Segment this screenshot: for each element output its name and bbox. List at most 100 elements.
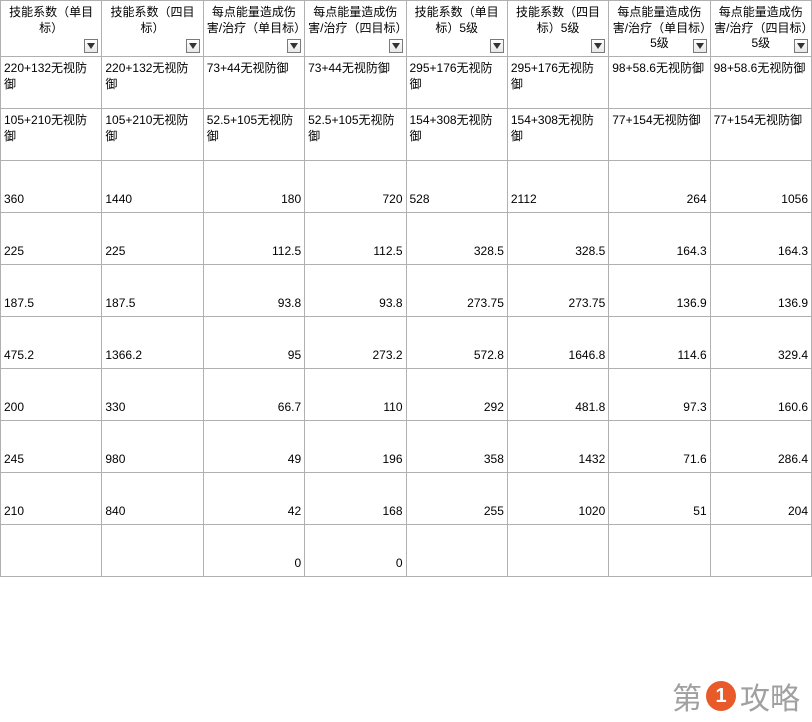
table-cell <box>102 525 203 577</box>
table-cell <box>710 525 811 577</box>
table-cell: 245 <box>1 421 102 473</box>
table-cell: 71.6 <box>609 421 710 473</box>
table-cell: 51 <box>609 473 710 525</box>
table-cell: 180 <box>203 161 304 213</box>
table-cell: 528 <box>406 161 507 213</box>
table-cell: 286.4 <box>710 421 811 473</box>
watermark-number-badge: 1 <box>706 681 736 711</box>
table-cell: 292 <box>406 369 507 421</box>
table-cell: 66.7 <box>203 369 304 421</box>
table-cell: 97.3 <box>609 369 710 421</box>
table-cell: 210 <box>1 473 102 525</box>
table-cell: 0 <box>203 525 304 577</box>
filter-dropdown-icon[interactable] <box>591 39 605 53</box>
table-cell: 52.5+105无视防御 <box>305 109 406 161</box>
table-cell <box>406 525 507 577</box>
table-cell: 160.6 <box>710 369 811 421</box>
table-cell: 0 <box>305 525 406 577</box>
table-cell: 273.75 <box>406 265 507 317</box>
table-row: 225225112.5112.5328.5328.5164.3164.3 <box>1 213 812 265</box>
table-cell: 154+308无视防御 <box>406 109 507 161</box>
table-cell: 93.8 <box>203 265 304 317</box>
filter-dropdown-icon[interactable] <box>490 39 504 53</box>
table-cell: 328.5 <box>507 213 608 265</box>
table-row: 475.21366.295273.2572.81646.8114.6329.4 <box>1 317 812 369</box>
filter-dropdown-icon[interactable] <box>794 39 808 53</box>
table-cell: 196 <box>305 421 406 473</box>
table-cell: 572.8 <box>406 317 507 369</box>
table-cell: 840 <box>102 473 203 525</box>
table-cell <box>609 525 710 577</box>
table-cell: 273.2 <box>305 317 406 369</box>
table-cell: 168 <box>305 473 406 525</box>
column-header: 每点能量造成伤害/治疗（单目标）5级 <box>609 1 710 57</box>
table-cell: 360 <box>1 161 102 213</box>
column-header: 技能系数（单目标） <box>1 1 102 57</box>
table-cell: 187.5 <box>1 265 102 317</box>
table-cell: 273.75 <box>507 265 608 317</box>
watermark-text-after: 攻略 <box>740 674 800 718</box>
column-header-label: 技能系数（单目标） <box>4 5 98 36</box>
table-cell: 105+210无视防御 <box>102 109 203 161</box>
table-cell: 1020 <box>507 473 608 525</box>
table-cell: 73+44无视防御 <box>203 57 304 109</box>
table-cell <box>507 525 608 577</box>
table-cell: 98+58.6无视防御 <box>710 57 811 109</box>
table-cell: 49 <box>203 421 304 473</box>
column-header: 每点能量造成伤害/治疗（四目标）5级 <box>710 1 811 57</box>
table-cell: 105+210无视防御 <box>1 109 102 161</box>
table-cell: 164.3 <box>609 213 710 265</box>
table-cell: 1432 <box>507 421 608 473</box>
table-cell: 329.4 <box>710 317 811 369</box>
column-header-label: 技能系数（单目标）5级 <box>410 5 504 36</box>
table-cell: 112.5 <box>305 213 406 265</box>
column-header-label: 技能系数（四目标）5级 <box>511 5 605 36</box>
skill-data-table: 技能系数（单目标）技能系数（四目标）每点能量造成伤害/治疗（单目标）每点能量造成… <box>0 0 812 577</box>
table-cell: 220+132无视防御 <box>102 57 203 109</box>
table-cell: 200 <box>1 369 102 421</box>
table-cell: 204 <box>710 473 811 525</box>
column-header-label: 技能系数（四目标） <box>105 5 199 36</box>
table-cell: 93.8 <box>305 265 406 317</box>
table-cell: 154+308无视防御 <box>507 109 608 161</box>
table-cell: 52.5+105无视防御 <box>203 109 304 161</box>
column-header: 技能系数（单目标）5级 <box>406 1 507 57</box>
filter-dropdown-icon[interactable] <box>287 39 301 53</box>
table-cell: 330 <box>102 369 203 421</box>
table-row: 20033066.7110292481.897.3160.6 <box>1 369 812 421</box>
table-cell: 77+154无视防御 <box>710 109 811 161</box>
filter-dropdown-icon[interactable] <box>84 39 98 53</box>
table-cell: 1440 <box>102 161 203 213</box>
filter-dropdown-icon[interactable] <box>186 39 200 53</box>
table-cell: 295+176无视防御 <box>406 57 507 109</box>
filter-dropdown-icon[interactable] <box>389 39 403 53</box>
column-header-label: 每点能量造成伤害/治疗（单目标） <box>207 5 301 36</box>
table-cell: 42 <box>203 473 304 525</box>
table-cell: 225 <box>102 213 203 265</box>
table-row: 187.5187.593.893.8273.75273.75136.9136.9 <box>1 265 812 317</box>
filter-dropdown-icon[interactable] <box>693 39 707 53</box>
table-cell: 264 <box>609 161 710 213</box>
table-cell: 114.6 <box>609 317 710 369</box>
table-cell: 481.8 <box>507 369 608 421</box>
table-cell: 1646.8 <box>507 317 608 369</box>
table-cell: 187.5 <box>102 265 203 317</box>
table-cell: 110 <box>305 369 406 421</box>
table-cell: 1056 <box>710 161 811 213</box>
table-row: 21084042168255102051204 <box>1 473 812 525</box>
column-header: 每点能量造成伤害/治疗（四目标） <box>305 1 406 57</box>
table-row: 220+132无视防御220+132无视防御73+44无视防御73+44无视防御… <box>1 57 812 109</box>
table-cell: 164.3 <box>710 213 811 265</box>
table-cell: 112.5 <box>203 213 304 265</box>
table-row: 24598049196358143271.6286.4 <box>1 421 812 473</box>
watermark: 第 1 攻略 <box>672 674 800 718</box>
table-cell: 225 <box>1 213 102 265</box>
table-cell: 980 <box>102 421 203 473</box>
table-cell: 358 <box>406 421 507 473</box>
table-cell: 136.9 <box>710 265 811 317</box>
table-cell: 328.5 <box>406 213 507 265</box>
table-cell: 255 <box>406 473 507 525</box>
table-header-row: 技能系数（单目标）技能系数（四目标）每点能量造成伤害/治疗（单目标）每点能量造成… <box>1 1 812 57</box>
table-cell: 720 <box>305 161 406 213</box>
column-header: 每点能量造成伤害/治疗（单目标） <box>203 1 304 57</box>
